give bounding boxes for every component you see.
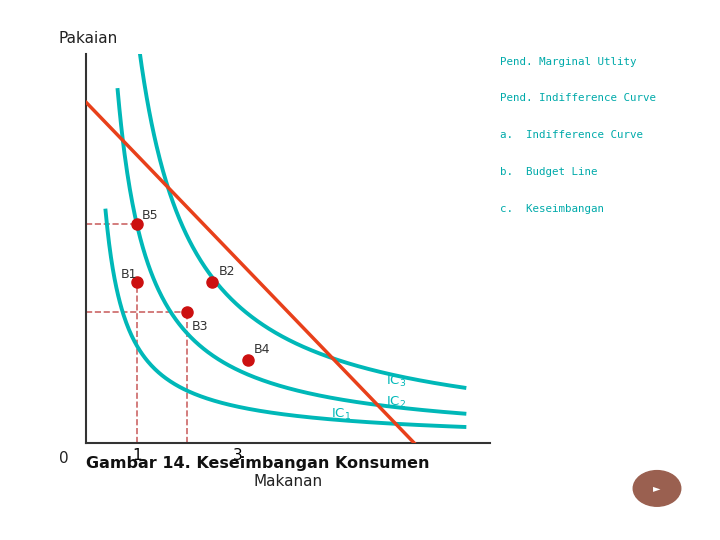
Text: IC$_1$: IC$_1$ (330, 407, 351, 422)
Text: ►: ► (653, 483, 661, 494)
X-axis label: Makanan: Makanan (253, 474, 323, 489)
Text: b.  Budget Line: b. Budget Line (500, 167, 598, 177)
Text: B5: B5 (142, 209, 158, 222)
Text: a.  Indifference Curve: a. Indifference Curve (500, 130, 644, 140)
Text: Pend. Indifference Curve: Pend. Indifference Curve (500, 93, 657, 104)
Text: 0: 0 (59, 451, 68, 466)
Circle shape (634, 470, 681, 507)
Text: B2: B2 (218, 265, 235, 278)
Text: B1: B1 (121, 267, 138, 281)
Text: IC$_3$: IC$_3$ (387, 374, 407, 389)
Text: Pend. Marginal Utlity: Pend. Marginal Utlity (500, 57, 637, 67)
Text: IC$_2$: IC$_2$ (387, 395, 407, 410)
Text: c.  Keseimbangan: c. Keseimbangan (500, 204, 604, 214)
Text: B3: B3 (192, 320, 209, 333)
Text: 56: 56 (351, 518, 369, 532)
Text: Gambar 14. Keseimbangan Konsumen: Gambar 14. Keseimbangan Konsumen (86, 456, 430, 471)
Text: B4: B4 (253, 343, 270, 356)
Text: Pakaian: Pakaian (58, 31, 117, 46)
